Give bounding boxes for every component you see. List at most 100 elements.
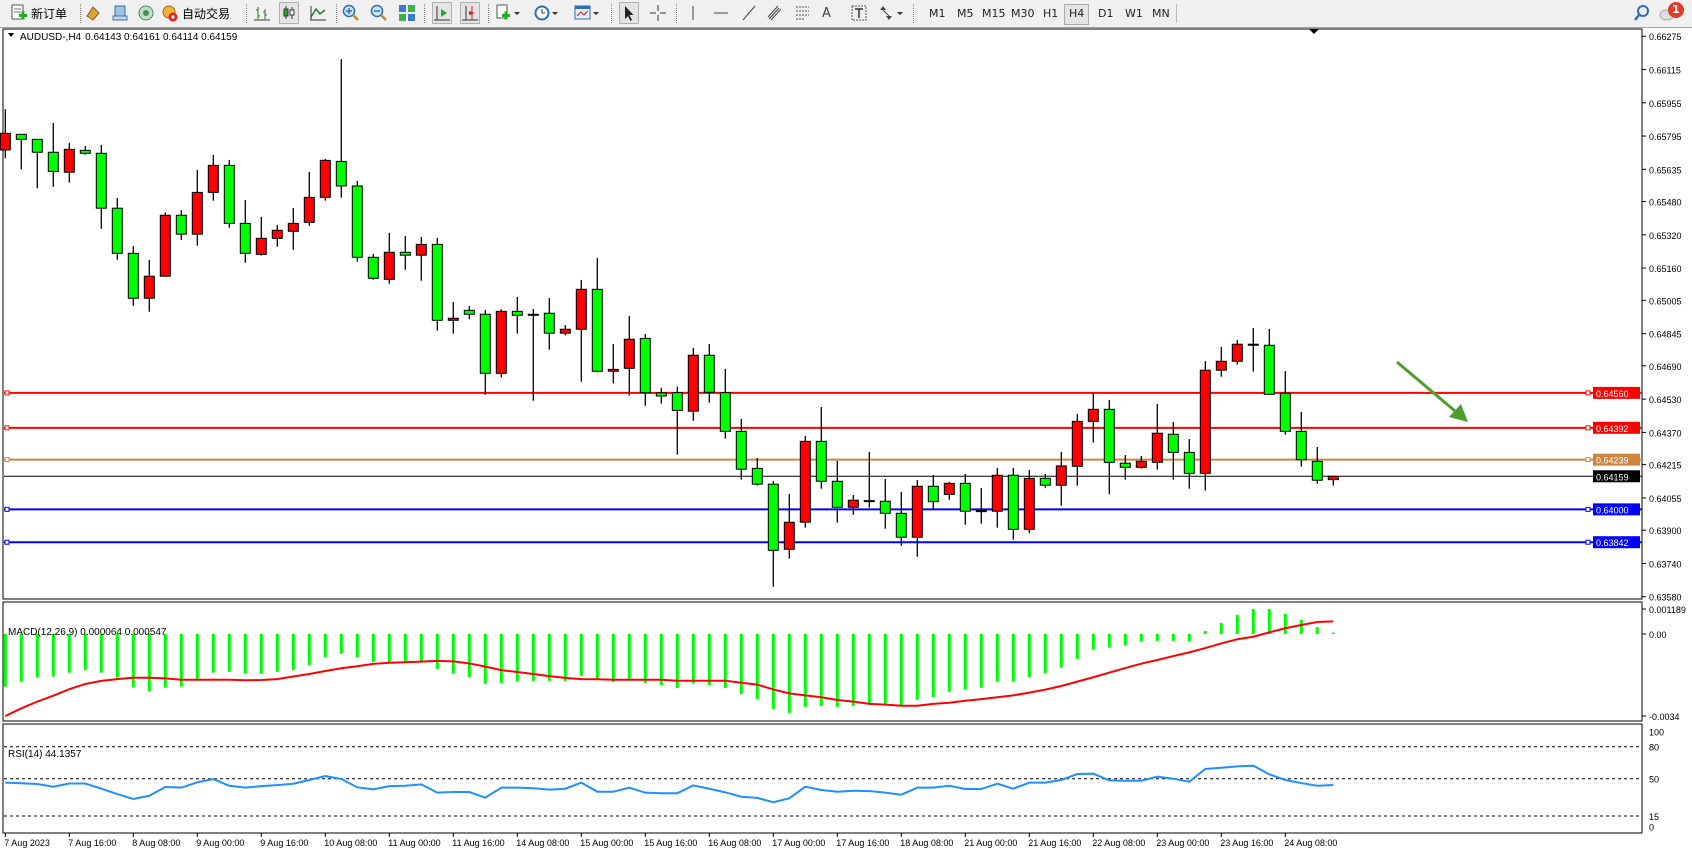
crosshair-icon	[649, 4, 667, 22]
candle	[927, 475, 939, 510]
candle-body	[15, 133, 27, 140]
chart-menu-triangle-icon[interactable]	[8, 33, 14, 37]
macd-axis-label: -0.0034	[1649, 712, 1680, 722]
arrows-icon	[878, 4, 904, 22]
chart-window[interactable]: 0.66275 0.66115 0.65955 0.65795 0.65635 0.654…	[0, 28, 1692, 856]
candle-body	[751, 467, 763, 485]
timeframe-w1[interactable]: W1	[1125, 7, 1143, 20]
macd-histogram-bar	[1059, 634, 1063, 668]
price-label: 0.63842	[1596, 538, 1629, 548]
candle-body	[719, 392, 731, 432]
zoom-in-button[interactable]	[342, 3, 360, 23]
new-order-button[interactable]: 新订单	[10, 3, 67, 23]
candle-body	[1119, 462, 1131, 468]
trendline-button[interactable]	[740, 3, 758, 23]
tile-windows-button[interactable]	[398, 3, 416, 23]
timeframe-h4[interactable]: H4	[1064, 4, 1090, 25]
macd-histogram-bar	[739, 634, 743, 695]
price-label: 0.64239	[1596, 456, 1629, 466]
price-axis-label: 0.63740	[1649, 559, 1682, 569]
timeframe-mn[interactable]: MN	[1152, 7, 1170, 20]
candle-body	[847, 499, 859, 508]
candle	[687, 347, 699, 421]
candle	[1215, 346, 1227, 377]
navigator-button[interactable]	[111, 3, 129, 23]
price-axis-label: 0.65955	[1649, 99, 1682, 109]
candle	[575, 279, 587, 382]
candle	[335, 59, 347, 198]
auto-scroll-button[interactable]	[432, 2, 452, 24]
chart-shift-button[interactable]	[460, 2, 480, 24]
candle	[383, 232, 395, 284]
candle	[671, 386, 683, 455]
text-button[interactable]: A	[822, 3, 831, 23]
rsi-pane[interactable]: 100 80 50 150	[2, 723, 1664, 834]
macd-histogram-bar	[643, 634, 647, 683]
candle	[47, 122, 59, 187]
macd-histogram-bar	[51, 634, 55, 677]
candle	[287, 207, 299, 250]
horizontal-line-button[interactable]	[712, 3, 730, 23]
macd-histogram-bar	[211, 634, 215, 673]
candle	[847, 495, 859, 515]
timeframe-m30[interactable]: M30	[1011, 7, 1035, 20]
macd-histogram-bar	[547, 634, 551, 681]
equidistant-channel-icon	[766, 4, 784, 22]
line-chart-button[interactable]	[309, 3, 327, 23]
candle	[367, 253, 379, 280]
candle-body	[735, 430, 747, 470]
market-watch-button[interactable]	[84, 3, 102, 23]
candle-body	[895, 512, 907, 538]
periodicity-button[interactable]	[533, 3, 559, 23]
time-axis-label: 23 Aug 00:00	[1156, 838, 1209, 848]
cursor-button[interactable]	[619, 2, 639, 24]
auto-trading-button[interactable]: 自动交易	[161, 3, 230, 23]
macd-histogram-bar	[115, 634, 119, 678]
timeframe-m1[interactable]: M1	[929, 7, 946, 20]
candle-body	[527, 313, 539, 316]
candle	[895, 491, 907, 546]
macd-histogram-bar	[339, 634, 343, 654]
search-button[interactable]	[1633, 3, 1651, 23]
macd-histogram-bar	[1155, 634, 1159, 641]
rsi-line	[5, 764, 1334, 804]
zoom-out-button[interactable]	[370, 3, 388, 23]
macd-histogram-bar	[931, 634, 935, 698]
text-label-button[interactable]	[850, 3, 868, 23]
candle	[1023, 470, 1035, 534]
tile-windows-icon	[398, 4, 416, 22]
macd-histogram-bar	[67, 634, 71, 673]
equidistant-channel-button[interactable]	[766, 3, 784, 23]
bar-chart-button[interactable]	[253, 3, 271, 23]
macd-pane[interactable]: 0.001189 0.00 -0.0034	[2, 601, 1686, 722]
timeframe-m15[interactable]: M15	[982, 7, 1006, 20]
line-handle	[1585, 457, 1591, 463]
indicators-button[interactable]	[495, 3, 521, 23]
templates-button[interactable]	[574, 3, 600, 23]
price-label: 0.64159	[1596, 472, 1629, 482]
candle	[159, 212, 171, 277]
timeframe-h1[interactable]: H1	[1043, 7, 1059, 20]
candle	[111, 198, 123, 260]
time-axis-label: 24 Aug 08:00	[1284, 838, 1337, 848]
macd-histogram-bar	[1107, 634, 1111, 648]
vertical-line-button[interactable]	[684, 3, 702, 23]
signals-button[interactable]	[137, 3, 155, 23]
line-chart-icon	[309, 4, 327, 22]
candlestick-button[interactable]	[279, 2, 299, 24]
macd-histogram-bar	[291, 634, 295, 671]
candle-body	[671, 392, 683, 411]
rsi-pane-frame	[2, 723, 1643, 834]
arrows-button[interactable]	[878, 3, 904, 23]
fibonacci-button[interactable]	[794, 3, 812, 23]
candle	[799, 435, 811, 528]
timeframe-m5[interactable]: M5	[957, 7, 974, 20]
candle-body	[879, 500, 891, 514]
rsi-axis-label: 50	[1649, 775, 1659, 785]
candle-body	[303, 196, 315, 223]
timeframe-d1[interactable]: D1	[1098, 7, 1114, 20]
crosshair-button[interactable]	[649, 3, 667, 23]
macd-histogram-bar	[515, 634, 519, 682]
macd-histogram-bar	[499, 634, 503, 683]
price-pane[interactable]: 0.66275 0.66115 0.65955 0.65795 0.65635 0.654…	[0, 28, 1682, 603]
